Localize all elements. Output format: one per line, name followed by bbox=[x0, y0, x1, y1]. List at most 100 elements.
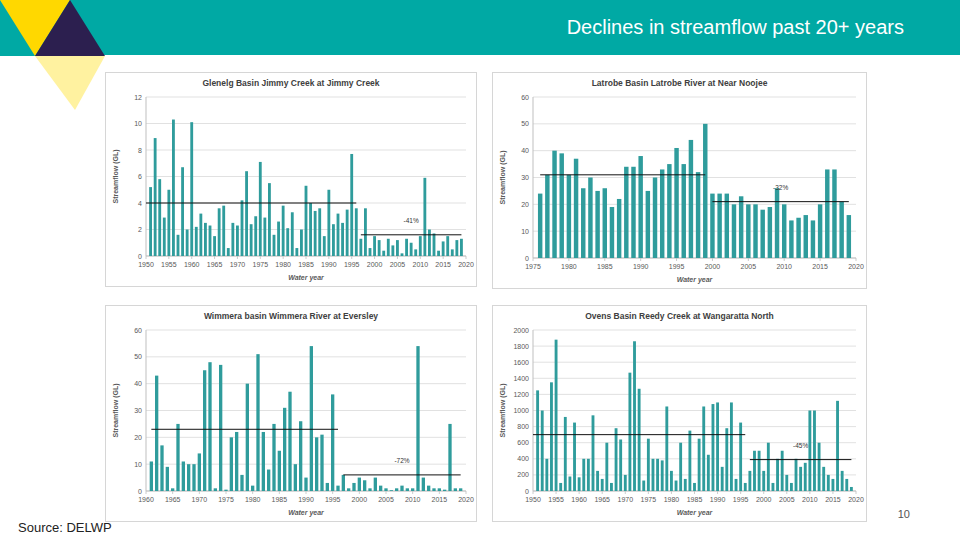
x-tick-label: 2005 bbox=[741, 263, 757, 270]
bar bbox=[573, 423, 576, 491]
bar bbox=[176, 424, 179, 491]
y-tick-label: 1800 bbox=[513, 343, 529, 350]
bar bbox=[395, 488, 398, 491]
grid-line bbox=[533, 330, 856, 331]
bar bbox=[283, 408, 286, 491]
bar bbox=[647, 439, 650, 491]
x-tick-label: 1985 bbox=[687, 496, 703, 503]
annotation: -41% bbox=[404, 217, 419, 224]
y-tick-label: 0 bbox=[525, 488, 529, 495]
grid-line bbox=[533, 378, 856, 379]
mean-line bbox=[750, 459, 852, 460]
x-tick-label: 1960 bbox=[184, 261, 200, 268]
y-tick-label: 1400 bbox=[513, 375, 529, 382]
grid-line bbox=[146, 97, 466, 98]
bar bbox=[227, 248, 230, 256]
bar bbox=[190, 122, 193, 256]
bar bbox=[753, 451, 756, 491]
bar bbox=[656, 459, 659, 491]
bar bbox=[350, 154, 353, 256]
bar bbox=[684, 479, 687, 491]
x-tick-label: 2005 bbox=[390, 261, 406, 268]
chart-panel: Glenelg Basin Jimmy Creek at Jimmy Creek… bbox=[105, 72, 477, 287]
bar bbox=[799, 467, 802, 491]
x-tick-label: 1985 bbox=[597, 263, 613, 270]
bar bbox=[251, 486, 254, 491]
y-tick-label: 8 bbox=[138, 147, 142, 154]
bar bbox=[158, 179, 161, 256]
x-tick-label: 1950 bbox=[525, 496, 541, 503]
bar bbox=[410, 243, 413, 256]
x-tick-label: 2000 bbox=[705, 263, 721, 270]
grid-line bbox=[533, 410, 856, 411]
y-tick-label: 20 bbox=[134, 434, 142, 441]
bar bbox=[352, 483, 355, 491]
bar bbox=[235, 432, 238, 491]
bar bbox=[390, 490, 393, 491]
bar bbox=[721, 467, 724, 491]
bar bbox=[665, 406, 668, 491]
bar bbox=[382, 251, 385, 256]
bar bbox=[213, 236, 216, 256]
bar bbox=[438, 488, 441, 491]
bar bbox=[236, 226, 239, 256]
bar bbox=[832, 169, 836, 258]
bar bbox=[624, 475, 627, 491]
grid-line bbox=[533, 362, 856, 363]
y-axis bbox=[533, 330, 534, 491]
bar bbox=[416, 346, 419, 491]
bar bbox=[346, 210, 349, 256]
bar bbox=[459, 488, 462, 491]
y-tick-label: 1000 bbox=[513, 407, 529, 414]
bar bbox=[332, 224, 335, 256]
bar bbox=[208, 362, 211, 491]
bar bbox=[811, 220, 815, 258]
bar bbox=[268, 183, 271, 256]
y-tick-label: 6 bbox=[138, 173, 142, 180]
bar bbox=[567, 175, 571, 258]
y-tick-label: 10 bbox=[134, 120, 142, 127]
grid-line bbox=[533, 458, 856, 459]
x-tick-label: 1980 bbox=[561, 263, 577, 270]
bar bbox=[717, 194, 721, 258]
bar bbox=[437, 251, 440, 256]
bar bbox=[401, 253, 404, 256]
bar bbox=[746, 204, 750, 258]
bar bbox=[775, 188, 779, 258]
bar bbox=[804, 463, 807, 491]
bar bbox=[224, 490, 227, 491]
y-tick-label: 50 bbox=[521, 120, 529, 127]
y-tick-label: 60 bbox=[521, 94, 529, 101]
bar bbox=[841, 471, 844, 491]
x-tick-label: 2010 bbox=[412, 261, 428, 268]
bar bbox=[559, 153, 563, 258]
x-tick-label: 1960 bbox=[571, 496, 587, 503]
y-tick-label: 200 bbox=[517, 471, 529, 478]
bar bbox=[753, 204, 757, 258]
bar bbox=[387, 239, 390, 256]
bar bbox=[209, 226, 212, 256]
y-tick-label: 800 bbox=[517, 423, 529, 430]
x-tick-label: 1955 bbox=[548, 496, 564, 503]
bar bbox=[187, 464, 190, 491]
bar bbox=[432, 488, 435, 491]
bar bbox=[299, 421, 302, 491]
bar bbox=[214, 488, 217, 491]
bar bbox=[748, 471, 751, 491]
bar bbox=[592, 415, 595, 491]
grid-line bbox=[533, 394, 856, 395]
y-tick-label: 60 bbox=[134, 327, 142, 334]
bar bbox=[619, 439, 622, 491]
chart-title: Glenelg Basin Jimmy Creek at Jimmy Creek bbox=[202, 78, 379, 88]
y-axis-label: Streamflow (GL) bbox=[112, 149, 120, 203]
bar bbox=[204, 223, 207, 256]
bar bbox=[564, 417, 567, 491]
x-tick-label: 1975 bbox=[252, 261, 268, 268]
bar bbox=[368, 488, 371, 491]
bar bbox=[323, 236, 326, 256]
chart-title: Ovens Basin Reedy Creek at Wangaratta No… bbox=[585, 311, 774, 321]
bar bbox=[267, 470, 270, 491]
bar bbox=[442, 241, 445, 256]
y-tick-label: 10 bbox=[134, 461, 142, 468]
bar bbox=[391, 245, 394, 256]
